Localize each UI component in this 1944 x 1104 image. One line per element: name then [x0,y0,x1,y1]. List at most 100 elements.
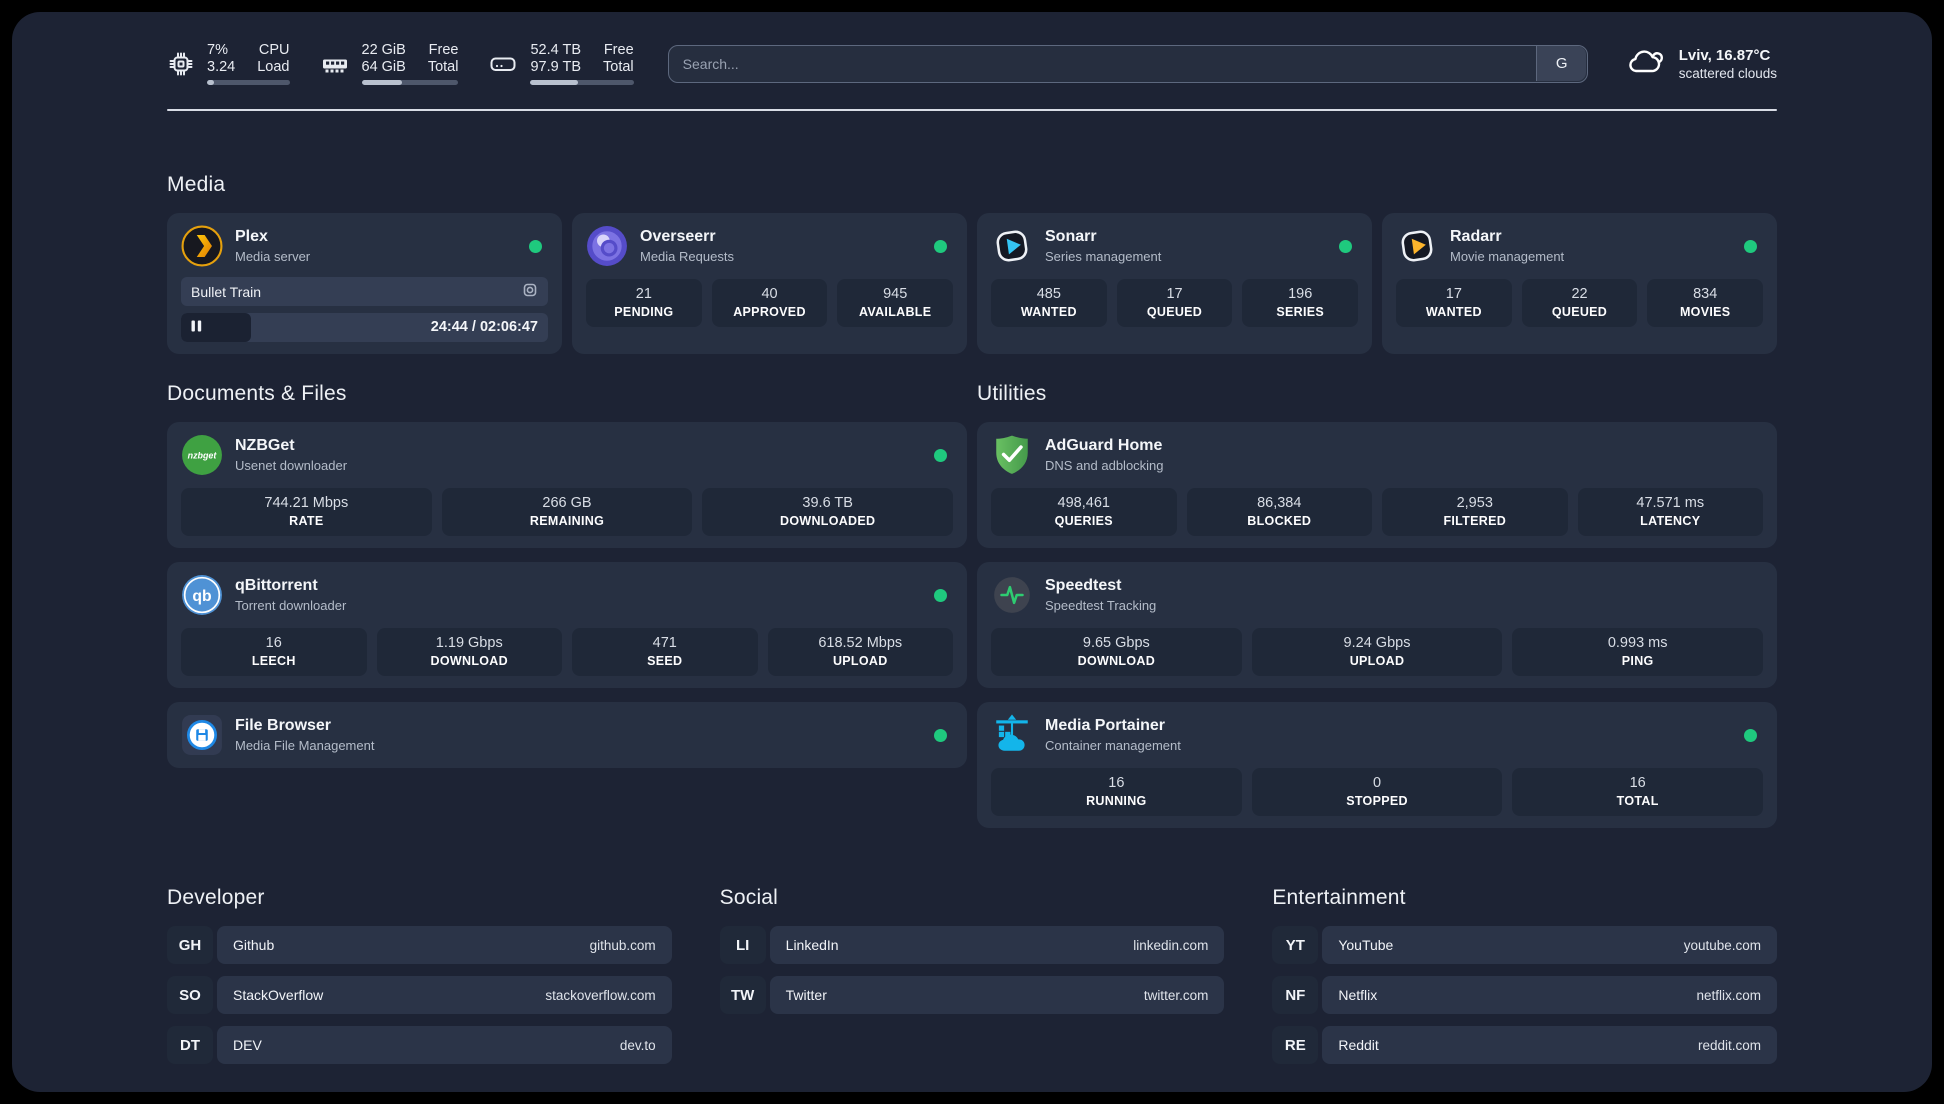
section-title-utilities: Utilities [977,382,1047,405]
bookmark-abbr: YT [1272,926,1319,964]
app-card-adguard[interactable]: AdGuard Home DNS and adblocking 498,461 … [977,422,1777,548]
disk-free: 52.4 TB [530,42,582,58]
stat-box: 40 APPROVED [711,279,828,327]
app-description: DNS and adblocking [1045,458,1164,473]
cpu-icon [167,50,195,78]
status-dot [934,448,947,462]
search-engine-button[interactable]: G [1536,46,1587,81]
stat-box: 618.52 Mbps UPLOAD [767,628,953,676]
app-card-radarr[interactable]: Radarr Movie management 17 WANTED 22 QUE… [1382,213,1777,354]
weather-condition: scattered clouds [1678,65,1777,81]
bookmark-abbr: GH [167,926,213,964]
bookmark-github[interactable]: GH Github github.com [167,926,672,964]
app-name: Sonarr [1045,228,1097,245]
stat-box: 485 WANTED [991,279,1107,327]
section-title-media: Media [167,173,226,196]
stat-box: 9.65 Gbps DOWNLOAD [991,628,1242,676]
weather-widget: Lviv, 16.87°C scattered clouds [1624,42,1777,85]
memory-free: 22 GiB [361,42,406,58]
app-description: Usenet downloader [235,458,348,473]
disk-total: 97.9 TB [530,59,582,75]
bookmark-linkedin[interactable]: LI LinkedIn linkedin.com [719,926,1225,964]
bookmark-twitter[interactable]: TW Twitter twitter.com [719,976,1225,1014]
section-title-developer: Developer [167,886,265,909]
status-dot [1744,728,1757,742]
stat-box: 498,461 QUERIES [991,488,1177,536]
disk-label: Free [603,42,634,58]
bookmark-dev[interactable]: DT DEV dev.to [167,1026,672,1064]
cpu-stat: 7% 3.24 CPU Load [167,42,290,85]
bookmark-abbr: NF [1272,976,1319,1014]
bookmark-youtube[interactable]: YT YouTube youtube.com [1272,926,1777,964]
app-name: Media Portainer [1045,717,1166,734]
now-playing-row: Bullet Train [181,277,548,306]
cpu-usage: 7% [207,42,228,58]
memory-label: Free [428,42,459,58]
cpu-label2: Load [257,59,290,75]
section-entertainment: Entertainment YT YouTube youtube.com NF … [1272,886,1777,1064]
system-stats: 7% 3.24 CPU Load [167,42,634,85]
portainer-icon [991,714,1033,756]
nzbget-icon: nzbget [181,434,223,476]
cpu-progress-bar [207,80,290,85]
svg-text:qb: qb [192,588,211,605]
stat-box: 17 QUEUED [1116,279,1233,327]
app-card-overseerr[interactable]: Overseerr Media Requests 21 PENDING 40 A… [572,213,967,354]
pause-icon [191,319,202,337]
stat-box: 17 WANTED [1396,279,1512,327]
cpu-label: CPU [258,42,290,58]
disk-stat: 52.4 TB 97.9 TB Free Total [488,42,634,85]
stat-box: 2,953 FILTERED [1382,488,1568,536]
bookmark-abbr: TW [719,976,766,1014]
stat-box: 1.19 Gbps DOWNLOAD [376,628,562,676]
bookmark-netflix[interactable]: NF Netflix netflix.com [1272,976,1777,1014]
qbittorrent-icon: qb [181,574,223,616]
app-card-speedtest[interactable]: Speedtest Speedtest Tracking 9.65 Gbps D… [977,562,1777,688]
cpu-load: 3.24 [207,59,236,75]
ram-icon [320,50,350,78]
section-title-social: Social [719,886,779,909]
bookmark-stackoverflow[interactable]: SO StackOverflow stackoverflow.com [167,976,672,1014]
status-dot [1339,239,1352,253]
now-playing-title: Bullet Train [191,283,262,300]
stat-box: 744.21 Mbps RATE [181,488,432,536]
app-name: Speedtest [1045,577,1122,594]
app-card-nzbget[interactable]: nzbget NZBGet Usenet downloader 744.21 M… [167,422,967,548]
bookmark-reddit[interactable]: RE Reddit reddit.com [1272,1026,1777,1064]
now-playing-time: 24:44 / 02:06:47 [430,319,538,335]
app-card-plex[interactable]: Plex Media server Bullet Train [167,213,562,354]
app-card-portainer[interactable]: Media Portainer Container management 16 … [977,702,1777,828]
app-name: Radarr [1450,228,1502,245]
bookmark-abbr: RE [1272,1026,1319,1064]
app-card-sonarr[interactable]: Sonarr Series management 485 WANTED 17 Q… [977,213,1372,354]
app-name: Overseerr [640,228,716,245]
app-description: Media Requests [640,249,734,264]
section-developer: Developer GH Github github.com SO StackO… [167,886,672,1064]
stat-box: 22 QUEUED [1521,279,1638,327]
overseerr-icon [586,225,628,267]
sonarr-icon [991,225,1033,267]
app-name: NZBGet [235,437,295,454]
stat-box: 39.6 TB DOWNLOADED [702,488,954,536]
svg-text:nzbget: nzbget [188,451,218,461]
app-description: Media File Management [235,738,375,753]
search-input[interactable] [667,44,1588,83]
section-media: Media Plex [167,173,1777,354]
app-description: Series management [1045,249,1162,264]
memory-label2: Total [427,59,459,75]
radarr-icon [1396,225,1438,267]
app-card-qbittorrent[interactable]: qb qBittorrent Torrent downloader 16 LEE… [167,562,967,688]
app-description: Media server [235,249,311,264]
status-dot [934,728,947,742]
stat-box: 9.24 Gbps UPLOAD [1251,628,1503,676]
status-dot [934,588,947,602]
app-name: File Browser [235,717,332,734]
disk-progress-bar [530,80,634,85]
app-name: Plex [235,228,268,245]
app-card-filebrowser[interactable]: File Browser Media File Management [167,702,967,768]
cloud-icon [1624,42,1666,85]
stat-box: 16 LEECH [181,628,367,676]
app-name: qBittorrent [235,577,318,594]
section-title-entertainment: Entertainment [1272,886,1406,909]
